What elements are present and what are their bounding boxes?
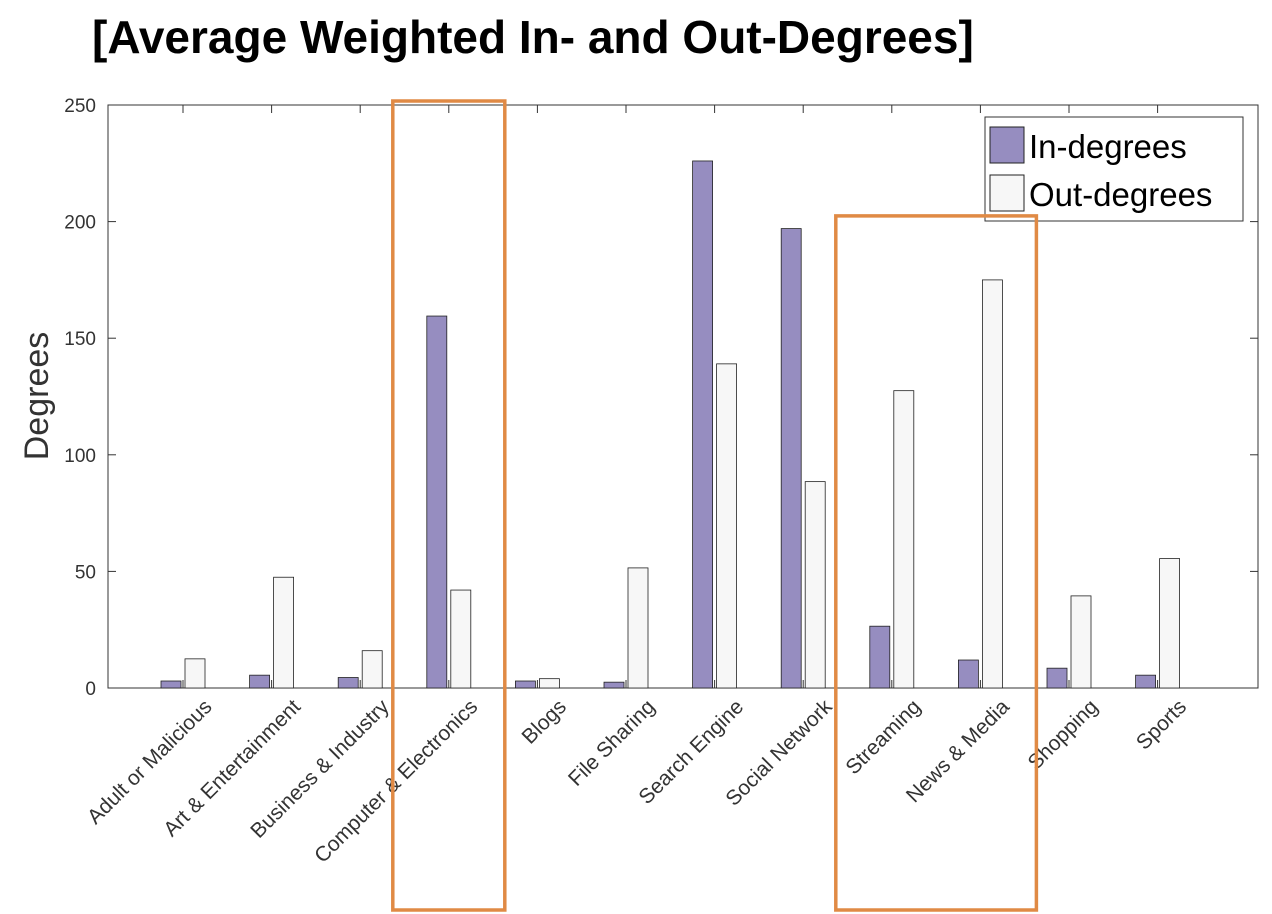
in-degree-bar-1 <box>249 674 271 689</box>
legend-label-1: Out-degrees <box>1029 176 1212 213</box>
in-degree-bar-5 <box>603 681 625 689</box>
in-degree-bar-9 <box>958 659 979 689</box>
legend-label-0: In-degrees <box>1029 128 1187 165</box>
in-degree-bar-11 <box>1135 674 1156 689</box>
legend-box <box>984 116 1244 222</box>
out-degree-bar-11 <box>1159 558 1180 689</box>
bars-layer <box>160 160 1180 689</box>
x-category-label: Sports <box>1132 695 1191 754</box>
in-degree-bar-2 <box>337 677 359 689</box>
x-category-label: Streaming <box>841 695 925 779</box>
out-degree-bar-9 <box>982 279 1003 689</box>
in-degree-bar-7 <box>780 228 802 689</box>
y-tick-label: 50 <box>75 562 96 583</box>
legend: In-degrees Out-degrees <box>984 116 1244 222</box>
x-category-label: Blogs <box>518 695 571 748</box>
out-degree-bar-7 <box>804 481 826 689</box>
x-category-label: File Sharing <box>564 695 660 791</box>
y-tick-label: 0 <box>85 679 96 700</box>
in-degree-bar-8 <box>869 625 891 689</box>
out-degree-bar-5 <box>627 567 649 689</box>
y-tick-label: 100 <box>64 446 96 467</box>
out-degree-bar-4 <box>539 678 560 689</box>
y-tick-label: 150 <box>64 329 96 350</box>
out-degree-bar-8 <box>893 390 915 689</box>
out-degree-bar-1 <box>273 576 295 689</box>
highlight-boxes <box>391 99 1039 912</box>
y-axis: 0 50 100 150 200 250 <box>64 96 1258 700</box>
in-degree-bar-10 <box>1046 667 1068 689</box>
y-tick-label: 250 <box>64 96 96 117</box>
out-degree-bar-10 <box>1070 595 1092 689</box>
legend-swatch-1 <box>989 174 1025 212</box>
y-tick-label: 200 <box>64 213 96 234</box>
out-degree-bar-6 <box>716 363 737 689</box>
highlight-box-0 <box>391 99 507 912</box>
page-title: [Average Weighted In- and Out-Degrees] <box>92 11 974 63</box>
legend-swatch-0 <box>989 126 1025 164</box>
y-axis-title: Degrees <box>18 332 56 461</box>
in-degree-bar-6 <box>692 160 713 689</box>
x-category-label: Computer & Electronics <box>310 695 482 867</box>
in-degree-bar-0 <box>160 680 182 689</box>
out-degree-bar-0 <box>184 658 206 689</box>
in-degree-bar-3 <box>426 315 448 689</box>
out-degree-bar-3 <box>450 589 472 689</box>
out-degree-bar-2 <box>361 650 383 689</box>
highlight-box-1 <box>834 214 1039 912</box>
in-degree-bar-4 <box>515 680 536 689</box>
